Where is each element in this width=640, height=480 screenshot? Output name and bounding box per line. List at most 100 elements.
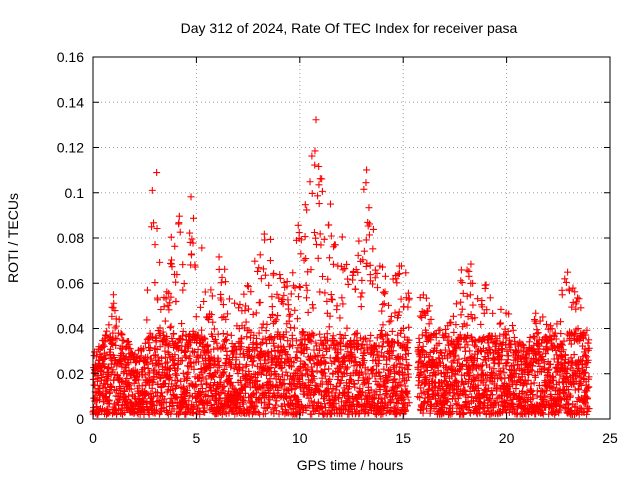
data-point	[465, 403, 473, 411]
data-point	[317, 241, 325, 249]
data-point	[312, 234, 320, 242]
data-point	[290, 359, 298, 367]
data-point	[378, 307, 386, 315]
data-point	[209, 318, 217, 326]
data-point	[344, 280, 352, 288]
data-point	[160, 303, 168, 311]
data-point	[205, 316, 213, 324]
data-point	[348, 401, 356, 409]
data-point	[497, 319, 505, 327]
data-point	[266, 375, 274, 383]
data-point	[179, 286, 187, 294]
data-point	[239, 364, 247, 372]
data-point	[259, 265, 267, 273]
data-point	[467, 311, 475, 319]
data-point	[210, 345, 218, 353]
data-point	[518, 373, 526, 381]
data-point	[262, 404, 270, 412]
data-point	[309, 368, 317, 376]
data-point	[344, 275, 352, 283]
y-tick-label: 0.12	[57, 140, 84, 156]
data-point	[244, 409, 252, 417]
data-point	[285, 305, 293, 313]
data-point	[355, 410, 363, 418]
data-point	[362, 236, 370, 244]
data-point	[201, 288, 209, 296]
x-tick-label: 15	[395, 430, 411, 446]
data-point	[168, 334, 176, 342]
data-point	[232, 356, 240, 364]
data-point	[333, 302, 341, 310]
data-point	[295, 398, 303, 406]
data-point	[167, 322, 175, 330]
data-point	[286, 310, 294, 318]
data-point	[325, 323, 333, 331]
data-point	[264, 348, 272, 356]
data-point	[387, 317, 395, 325]
data-point	[327, 380, 335, 388]
data-point	[201, 335, 209, 343]
data-point	[109, 291, 117, 299]
data-point	[271, 318, 279, 326]
data-point	[561, 275, 569, 283]
data-point	[313, 367, 321, 375]
data-point	[505, 388, 513, 396]
data-point	[290, 324, 298, 332]
data-point	[301, 360, 309, 368]
data-point	[180, 280, 188, 288]
data-point	[145, 339, 153, 347]
data-point	[167, 233, 175, 241]
data-point	[436, 326, 444, 334]
data-point	[309, 304, 317, 312]
data-point	[373, 269, 381, 277]
data-point	[464, 341, 472, 349]
data-point	[338, 233, 346, 241]
data-point	[383, 388, 391, 396]
data-point	[282, 328, 290, 336]
data-point	[200, 408, 208, 416]
data-point	[194, 345, 202, 353]
data-point	[187, 193, 195, 201]
x-tick-label: 10	[292, 430, 308, 446]
data-point	[377, 326, 385, 334]
y-tick-label: 0.04	[57, 321, 84, 337]
data-point	[337, 346, 345, 354]
data-point	[525, 338, 533, 346]
data-point	[242, 362, 250, 370]
data-point	[504, 352, 512, 360]
data-point	[301, 361, 309, 369]
data-point	[323, 330, 331, 338]
data-point	[178, 357, 186, 365]
data-point	[279, 300, 287, 308]
data-point	[423, 366, 431, 374]
data-point	[254, 409, 262, 417]
data-point	[294, 221, 302, 229]
data-point	[172, 278, 180, 286]
data-point	[108, 303, 116, 311]
data-point	[357, 345, 365, 353]
data-point	[248, 361, 256, 369]
data-point	[331, 241, 339, 249]
data-point	[397, 295, 405, 303]
data-point	[240, 290, 248, 298]
data-point	[532, 309, 540, 317]
data-point	[366, 261, 374, 269]
data-point	[201, 408, 209, 416]
data-point	[253, 334, 261, 342]
data-point	[502, 331, 510, 339]
data-point	[315, 387, 323, 395]
data-point	[116, 359, 124, 367]
data-point	[441, 373, 449, 381]
data-point	[557, 330, 565, 338]
data-point	[393, 410, 401, 418]
data-point	[399, 354, 407, 362]
data-point	[429, 347, 437, 355]
data-point	[459, 360, 467, 368]
data-point	[102, 332, 110, 340]
data-point	[321, 372, 329, 380]
data-point	[335, 395, 343, 403]
data-point	[498, 346, 506, 354]
data-point	[489, 391, 497, 399]
data-point	[163, 358, 171, 366]
data-point	[323, 297, 331, 305]
